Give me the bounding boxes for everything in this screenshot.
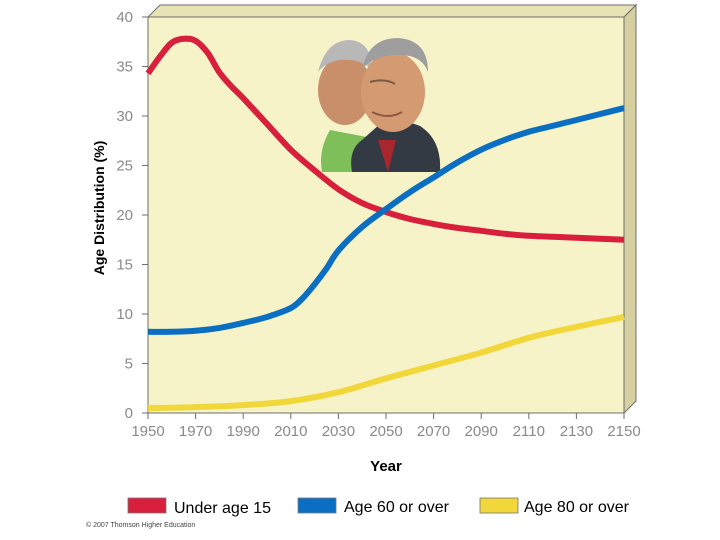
x-tick-label: 2130 <box>560 423 593 440</box>
y-tick-label: 20 <box>116 207 133 224</box>
x-tick-label: 1970 <box>179 423 212 440</box>
plot-box-side-face <box>623 3 637 415</box>
y-tick-label: 40 <box>116 9 133 26</box>
series-line-60-over <box>147 105 625 335</box>
series-line-80-over <box>147 314 625 412</box>
axes: 0 5 10 15 20 25 30 35 40 1950 1970 1990 2010 2030 2050… <box>116 9 640 440</box>
legend-swatch-80-over <box>479 497 519 514</box>
legend-label-60-over: Age 60 or over <box>344 499 450 516</box>
plot-box-top-face <box>146 4 638 18</box>
y-tick-label: 5 <box>125 356 133 373</box>
x-tick-label: 1950 <box>131 423 164 440</box>
x-tick-label: 2010 <box>274 423 307 440</box>
series-layer <box>145 35 625 412</box>
legend-swatch-60-over <box>297 497 337 514</box>
copyright-credit: © 2007 Thomson Higher Education <box>86 521 195 529</box>
x-tick-label: 1990 <box>227 423 260 440</box>
y-tick-label: 25 <box>116 158 133 175</box>
x-axis-label: Year <box>370 458 402 475</box>
y-axis-label: Age Distribution (%) <box>91 141 107 276</box>
x-tick-label: 2110 <box>513 423 545 440</box>
legend-label-under-15: Under age 15 <box>174 500 271 517</box>
y-tick-label: 15 <box>116 257 133 274</box>
y-tick-label: 30 <box>116 108 133 125</box>
elderly-couple-illustration <box>318 38 441 172</box>
x-tick-label: 2150 <box>607 423 640 440</box>
series-line-under-15 <box>145 35 625 243</box>
x-tick-label: 2090 <box>465 423 498 440</box>
y-tick-label: 0 <box>125 405 133 422</box>
y-tick-label: 35 <box>116 59 133 76</box>
y-tick-label: 10 <box>116 306 133 323</box>
legend: Under age 15 Age 60 or over Age 80 or ov… <box>127 497 630 517</box>
legend-swatch-under-15 <box>127 497 167 514</box>
x-tick-label: 2050 <box>369 423 402 440</box>
x-tick-label: 2030 <box>322 423 355 440</box>
x-tick-label: 2070 <box>417 423 450 440</box>
legend-label-80-over: Age 80 or over <box>524 499 630 516</box>
